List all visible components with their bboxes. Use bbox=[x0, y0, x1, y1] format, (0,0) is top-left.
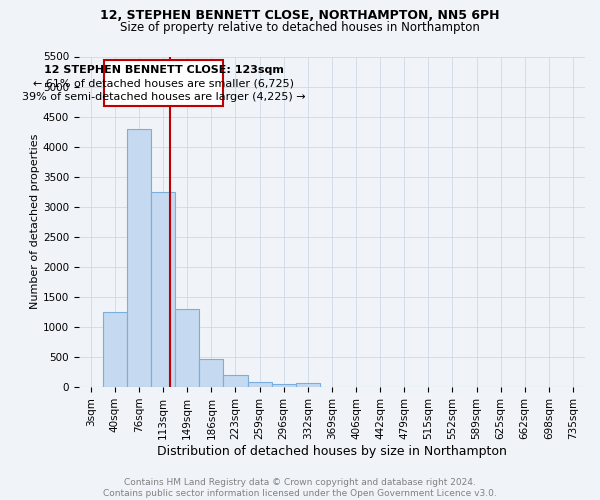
Bar bbox=[223, 375, 248, 387]
Bar bbox=[127, 128, 151, 387]
Bar bbox=[103, 312, 127, 387]
FancyBboxPatch shape bbox=[104, 60, 223, 106]
Bar bbox=[248, 382, 272, 387]
Text: Contains HM Land Registry data © Crown copyright and database right 2024.
Contai: Contains HM Land Registry data © Crown c… bbox=[103, 478, 497, 498]
Text: 12, STEPHEN BENNETT CLOSE, NORTHAMPTON, NN5 6PH: 12, STEPHEN BENNETT CLOSE, NORTHAMPTON, … bbox=[100, 9, 500, 22]
Bar bbox=[151, 192, 175, 387]
Y-axis label: Number of detached properties: Number of detached properties bbox=[30, 134, 40, 310]
Text: 39% of semi-detached houses are larger (4,225) →: 39% of semi-detached houses are larger (… bbox=[22, 92, 305, 102]
Bar bbox=[199, 358, 223, 387]
Text: ← 61% of detached houses are smaller (6,725): ← 61% of detached houses are smaller (6,… bbox=[33, 78, 294, 88]
Bar bbox=[296, 382, 320, 387]
Text: Size of property relative to detached houses in Northampton: Size of property relative to detached ho… bbox=[120, 22, 480, 35]
Text: 12 STEPHEN BENNETT CLOSE: 123sqm: 12 STEPHEN BENNETT CLOSE: 123sqm bbox=[44, 65, 284, 75]
Bar bbox=[175, 309, 199, 387]
Bar bbox=[272, 384, 296, 387]
X-axis label: Distribution of detached houses by size in Northampton: Distribution of detached houses by size … bbox=[157, 444, 507, 458]
